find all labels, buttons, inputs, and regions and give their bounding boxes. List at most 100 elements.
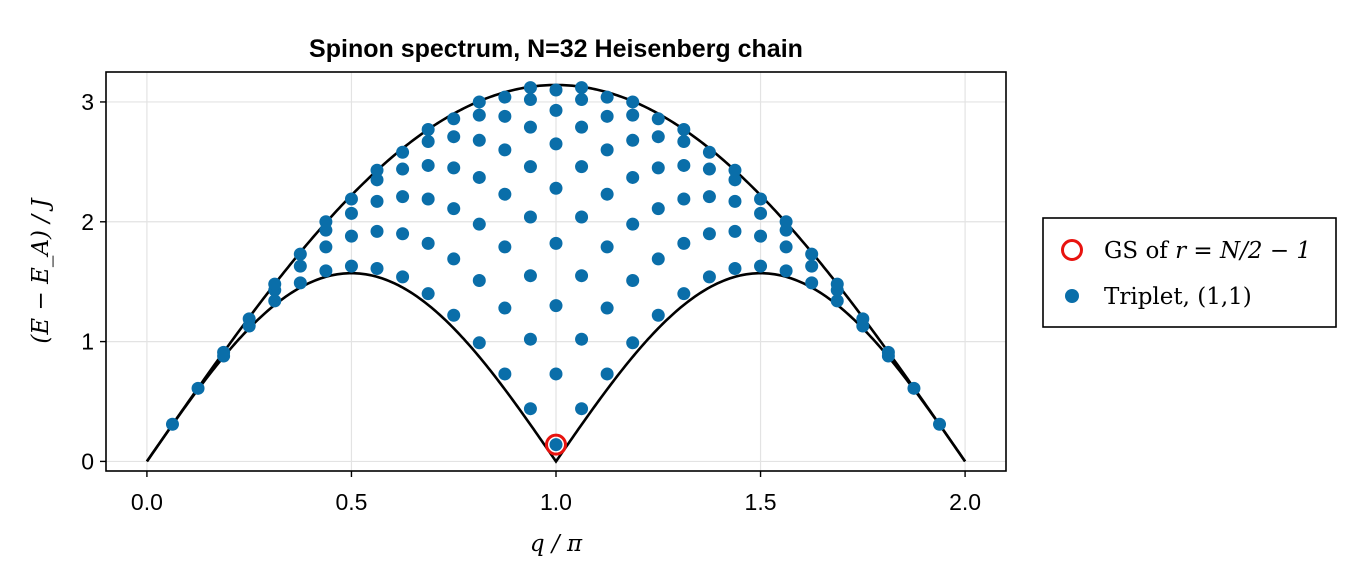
triplet-point xyxy=(421,134,435,148)
triplet-point xyxy=(293,247,307,261)
triplet-point xyxy=(472,170,486,184)
gs-point xyxy=(545,433,567,456)
triplet-point xyxy=(805,259,819,273)
triplet-point xyxy=(575,269,589,283)
triplet-point xyxy=(472,133,486,147)
lower-bound-curve xyxy=(145,271,967,464)
legend-gs-label: GS of r = N/2 − 1 xyxy=(1104,238,1311,264)
triplet-point xyxy=(472,108,486,122)
triplet-point xyxy=(881,345,895,359)
triplet-point xyxy=(549,438,563,452)
x-axis-label: q / π xyxy=(530,531,583,557)
triplet-point xyxy=(268,277,282,291)
legend: GS of r = N/2 − 1 Triplet, (1,1) xyxy=(1042,217,1337,328)
triplet-point xyxy=(626,95,640,109)
triplet-point xyxy=(626,108,640,122)
triplet-point xyxy=(677,236,691,250)
triplet-point xyxy=(523,210,537,224)
triplet-point xyxy=(702,190,716,204)
triplet-point xyxy=(600,240,614,254)
chart-title: Spinon spectrum, N=32 Heisenberg chain xyxy=(309,35,803,63)
triplet-point xyxy=(626,133,640,147)
gs-marker-layer xyxy=(545,433,567,456)
triplet-point xyxy=(702,145,716,159)
triplet-point xyxy=(805,247,819,261)
triplet-point xyxy=(472,95,486,109)
triplet-point xyxy=(319,264,333,278)
triplet-point xyxy=(754,229,768,243)
triplet-point xyxy=(907,381,921,395)
triplet-point xyxy=(677,158,691,172)
x-tick-label: 1.5 xyxy=(745,489,777,515)
triplet-point xyxy=(779,264,793,278)
y-axis-label: (E − E_A) / J xyxy=(28,197,54,344)
triplet-point xyxy=(575,93,589,107)
triplet-point xyxy=(472,273,486,287)
triplet-point xyxy=(549,181,563,195)
triplet-point xyxy=(754,206,768,220)
triplet-point xyxy=(728,163,742,177)
legend-box xyxy=(1042,217,1337,328)
triplet-point xyxy=(344,206,358,220)
triplet-point xyxy=(830,294,844,308)
triplet-point xyxy=(242,312,256,326)
triplet-point xyxy=(830,277,844,291)
triplet-point xyxy=(600,367,614,381)
triplet-point xyxy=(754,259,768,273)
triplet-point xyxy=(498,90,512,104)
triplet-point xyxy=(421,236,435,250)
x-tick-label: 1.0 xyxy=(540,489,572,515)
triplet-point xyxy=(370,173,384,187)
triplet-point xyxy=(600,301,614,315)
triplet-point xyxy=(396,190,410,204)
triplet-point xyxy=(549,83,563,97)
legend-triplet-marker xyxy=(1065,289,1079,303)
triplet-point xyxy=(165,417,179,431)
triplet-point xyxy=(319,240,333,254)
triplet-point xyxy=(702,270,716,284)
triplet-point xyxy=(728,194,742,208)
triplet-point xyxy=(498,367,512,381)
legend-gs-math: r = N/2 − 1 xyxy=(1175,238,1311,264)
triplet-point xyxy=(421,158,435,172)
triplet-point xyxy=(293,276,307,290)
triplet-point xyxy=(549,299,563,313)
triplet-point xyxy=(651,202,665,216)
triplet-point xyxy=(344,229,358,243)
triplet-point xyxy=(447,112,461,126)
triplet-point xyxy=(268,294,282,308)
triplet-point xyxy=(370,194,384,208)
triplet-point xyxy=(651,161,665,175)
y-tick-label: 0 xyxy=(81,448,94,474)
triplet-point xyxy=(779,240,793,254)
triplet-point xyxy=(600,143,614,157)
triplet-point xyxy=(370,262,384,276)
x-tick-label: 0.0 xyxy=(131,489,163,515)
triplet-point xyxy=(370,224,384,238)
triplet-point xyxy=(523,81,537,95)
triplet-point xyxy=(600,90,614,104)
triplet-point xyxy=(498,187,512,201)
grid-lines xyxy=(106,72,1006,471)
triplet-point xyxy=(600,187,614,201)
triplet-point xyxy=(651,112,665,126)
triplet-point xyxy=(498,109,512,123)
triplet-point xyxy=(447,130,461,144)
triplet-point xyxy=(293,259,307,273)
legend-gs-marker xyxy=(1061,239,1083,261)
y-ticks: 0 1 2 3 xyxy=(81,89,106,474)
triplet-point xyxy=(651,252,665,266)
triplet-point xyxy=(677,123,691,137)
triplet-point xyxy=(344,192,358,206)
triplet-point xyxy=(498,301,512,315)
triplet-point xyxy=(702,162,716,176)
x-tick-label: 2.0 xyxy=(949,489,981,515)
y-tick-label: 2 xyxy=(81,209,94,235)
y-tick-label: 1 xyxy=(81,329,94,355)
triplet-point xyxy=(626,336,640,350)
triplet-point xyxy=(498,143,512,157)
triplet-point xyxy=(575,402,589,416)
triplet-points xyxy=(165,81,947,452)
triplet-point xyxy=(523,93,537,107)
